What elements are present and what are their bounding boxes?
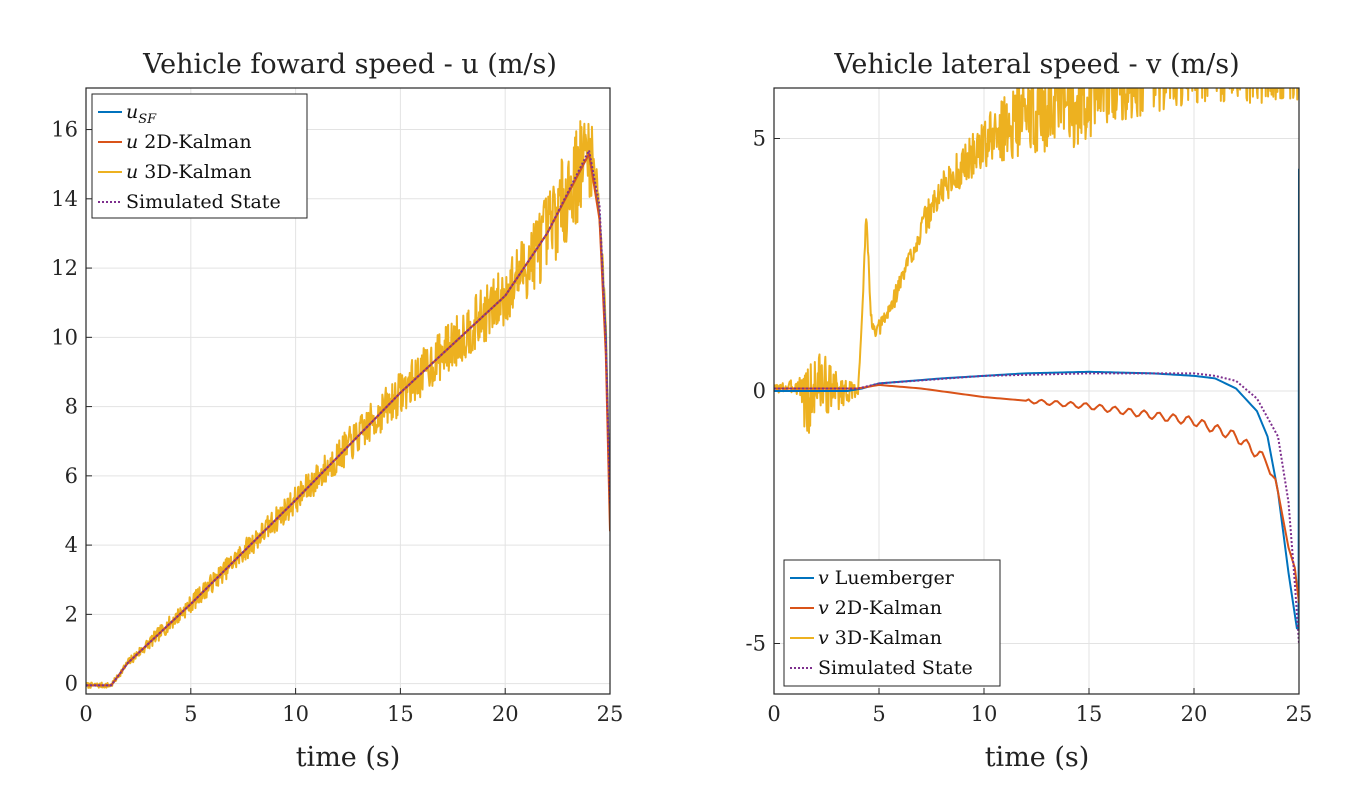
legend-label: u 3D-Kalman: [126, 161, 252, 183]
chart-title: Vehicle lateral speed - v (m/s): [833, 49, 1239, 80]
y-tick-label: 5: [753, 127, 766, 151]
x-tick-label: 5: [184, 702, 197, 726]
legend-label: Simulated State: [126, 191, 281, 213]
y-tick-label: 0: [753, 379, 766, 403]
legend: uSF u 2D-Kalman u 3D-Kalman Simulated State: [91, 93, 308, 219]
series-line: [86, 120, 610, 689]
series-line: [774, 88, 1299, 434]
legend-label: v 3D-Kalman: [818, 627, 942, 649]
legend-box: [91, 93, 308, 219]
plot-area-frame: [773, 87, 1300, 695]
legend-box: [783, 559, 1001, 687]
plot-area-frame: [85, 87, 611, 695]
x-tick-label: 5: [872, 702, 885, 726]
legend-label: u 2D-Kalman: [126, 131, 252, 153]
y-tick-label: 4: [65, 533, 78, 557]
x-axis-label: time (s): [985, 742, 1090, 773]
x-tick-label: 25: [1286, 702, 1313, 726]
x-tick-label: 10: [971, 702, 998, 726]
legend-label: uSF: [126, 101, 157, 127]
series-line: [774, 372, 1299, 644]
x-tick-label: 0: [767, 702, 780, 726]
chart-title: Vehicle foward speed - u (m/s): [142, 49, 557, 80]
y-tick-label: -5: [746, 632, 766, 656]
x-tick-label: 25: [597, 702, 624, 726]
y-tick-label: 0: [65, 672, 78, 696]
y-tick-label: 12: [51, 256, 78, 280]
x-tick-label: 15: [1076, 702, 1103, 726]
x-tick-label: 10: [282, 702, 309, 726]
x-tick-label: 20: [492, 702, 519, 726]
legend-label: Simulated State: [818, 657, 973, 679]
series-line: [86, 149, 610, 687]
x-tick-label: 0: [79, 702, 92, 726]
series-line: [774, 383, 1299, 604]
x-tick-label: 20: [1181, 702, 1208, 726]
x-tick-label: 15: [387, 702, 414, 726]
y-tick-label: 16: [51, 118, 78, 142]
legend: v Luemberger v 2D-Kalman v 3D-Kalman Simula…: [783, 559, 1001, 687]
chart-lateral-speed: Vehicle lateral speed - v (m/s) time (s)…: [746, 49, 1313, 773]
y-tick-label: 8: [65, 395, 78, 419]
chart-forward-speed: Vehicle foward speed - u (m/s) time (s) …: [51, 49, 623, 773]
y-tick-label: 6: [65, 464, 78, 488]
y-tick-label: 2: [65, 602, 78, 626]
legend-label: v 2D-Kalman: [818, 597, 942, 619]
legend-label: v Luemberger: [818, 567, 955, 589]
x-axis-label: time (s): [296, 742, 401, 773]
y-tick-label: 14: [51, 187, 78, 211]
y-tick-label: 10: [51, 325, 78, 349]
